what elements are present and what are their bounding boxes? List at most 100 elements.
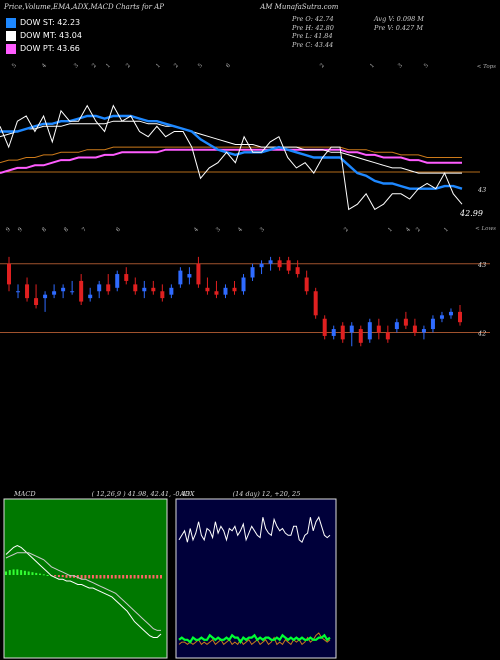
- date-label-bottom: 4: [405, 226, 412, 233]
- macd-histogram-bar: [23, 570, 26, 575]
- macd-histogram-bar: [133, 575, 136, 579]
- macd-histogram-bar: [88, 575, 91, 579]
- corner-label-lows: < Lows: [475, 226, 496, 232]
- date-label-top: 4: [41, 62, 48, 69]
- macd-params: ( 12,26,9 ) 41.98, 42.41, -0.43: [91, 490, 190, 498]
- stat-pre-volume: Pre V: 0.427 M: [374, 23, 424, 32]
- date-label-bottom: 1: [443, 227, 450, 234]
- candle-body: [439, 315, 444, 319]
- chart-title-right: AM MunafaSutra.com: [260, 3, 339, 11]
- macd-histogram-bar: [54, 575, 57, 577]
- macd-background: [3, 498, 168, 659]
- macd-histogram-bar: [99, 575, 102, 579]
- candle-body: [133, 284, 138, 292]
- date-label-bottom: 8: [41, 226, 48, 233]
- macd-histogram-bar: [50, 575, 53, 576]
- macd-histogram-bar: [8, 570, 11, 575]
- candle-body: [349, 325, 354, 333]
- date-label-bottom: 9: [17, 226, 24, 233]
- candle-body: [250, 267, 255, 278]
- macd-histogram-bar: [114, 575, 117, 579]
- stat-avg-volume: Avg V: 0.098 M: [374, 15, 424, 23]
- macd-histogram-bar: [20, 570, 23, 575]
- level-label: 43: [477, 261, 486, 269]
- candle-body: [88, 294, 93, 299]
- candle-body: [241, 277, 246, 292]
- date-label-bottom: 9: [5, 226, 12, 233]
- adx-background: [175, 498, 337, 659]
- macd-histogram-bar: [95, 575, 98, 579]
- candlestick-panel: 43 42: [0, 256, 490, 347]
- macd-histogram-bar: [12, 569, 15, 575]
- candle-body: [322, 318, 327, 336]
- candle-body: [214, 291, 219, 295]
- macd-histogram-bar: [110, 575, 113, 579]
- macd-histogram-bar: [61, 575, 64, 578]
- candle-body: [421, 329, 426, 333]
- series-line-dow-pt: [0, 148, 462, 175]
- macd-header: MACD ( 12,26,9 ) 41.98, 42.41, -0.43: [14, 490, 196, 498]
- date-label-top: 1: [155, 63, 162, 70]
- macd-histogram-bar: [118, 575, 121, 579]
- candle-body: [277, 260, 282, 268]
- macd-histogram-bar: [80, 575, 83, 579]
- macd-histogram-bar: [125, 575, 128, 579]
- candle-body: [196, 263, 201, 285]
- date-label-top: 2: [319, 63, 326, 70]
- candle-body: [286, 260, 291, 271]
- legend-label: DOW MT: 43.04: [20, 31, 82, 40]
- candle-body: [394, 322, 399, 330]
- date-label-bottom: 8: [63, 226, 70, 233]
- macd-histogram-bar: [27, 571, 30, 575]
- macd-histogram-bar: [152, 575, 155, 579]
- date-label-top: 2: [173, 63, 180, 70]
- candle-body: [340, 325, 345, 340]
- macd-histogram-bar: [76, 575, 79, 579]
- legend-item-dow-mt: DOW MT: 43.04: [6, 30, 82, 41]
- date-label-top: 2: [125, 63, 132, 70]
- date-label-top: 5: [11, 62, 18, 69]
- adx-header: ADX (14 day) 12, +20, 25: [180, 490, 306, 498]
- macd-histogram-bar: [91, 575, 94, 579]
- macd-histogram-bar: [69, 575, 72, 578]
- series-line-dow-mt: [0, 120, 462, 174]
- macd-histogram-bar: [103, 575, 106, 579]
- candle-body: [232, 287, 237, 292]
- date-label-bottom: 3: [215, 226, 222, 233]
- stat-pre-open: Pre O: 42.74: [292, 15, 334, 23]
- macd-histogram-bar: [122, 575, 125, 579]
- macd-histogram-bar: [35, 572, 38, 575]
- legend-swatch: [6, 17, 16, 28]
- candle-body: [106, 284, 111, 292]
- stats-previous: Pre O: 42.74 Pre H: 42.80 Pre L: 41.84 P…: [292, 15, 334, 49]
- candle-body: [358, 329, 363, 343]
- stats-volume: Avg V: 0.098 M Pre V: 0.427 M: [374, 15, 424, 32]
- candle-body: [178, 270, 183, 285]
- candle-body: [313, 291, 318, 316]
- legend-label: DOW ST: 42.23: [20, 18, 81, 27]
- candle-body: [43, 294, 48, 299]
- chart-title: Price,Volume,EMA,ADX,MACD Charts for AP …: [4, 3, 342, 11]
- legend-item-dow-pt: DOW PT: 43.66: [6, 43, 82, 54]
- date-label-bottom: 2: [343, 227, 350, 234]
- adx-panel: [175, 498, 337, 659]
- candle-body: [205, 287, 210, 292]
- candle-body: [160, 291, 165, 299]
- last-price-label: 42.99: [459, 209, 483, 218]
- candle-body: [7, 263, 11, 285]
- date-label-top: 5: [423, 62, 430, 69]
- macd-histogram-bar: [73, 575, 76, 578]
- date-label-top: 3: [73, 62, 80, 69]
- adx-params: (14 day) 12, +20, 25: [232, 490, 301, 498]
- macd-histogram-bar: [31, 572, 34, 575]
- macd-histogram-bar: [16, 569, 19, 575]
- candle-body: [430, 318, 435, 330]
- macd-line-signal: [5, 552, 161, 631]
- candle-body: [124, 274, 129, 281]
- legend-item-dow-st: DOW ST: 42.23: [6, 17, 82, 28]
- candle-body: [79, 280, 84, 302]
- legend-swatch: [6, 43, 16, 54]
- candle-body: [403, 318, 408, 326]
- candle-body: [97, 284, 102, 292]
